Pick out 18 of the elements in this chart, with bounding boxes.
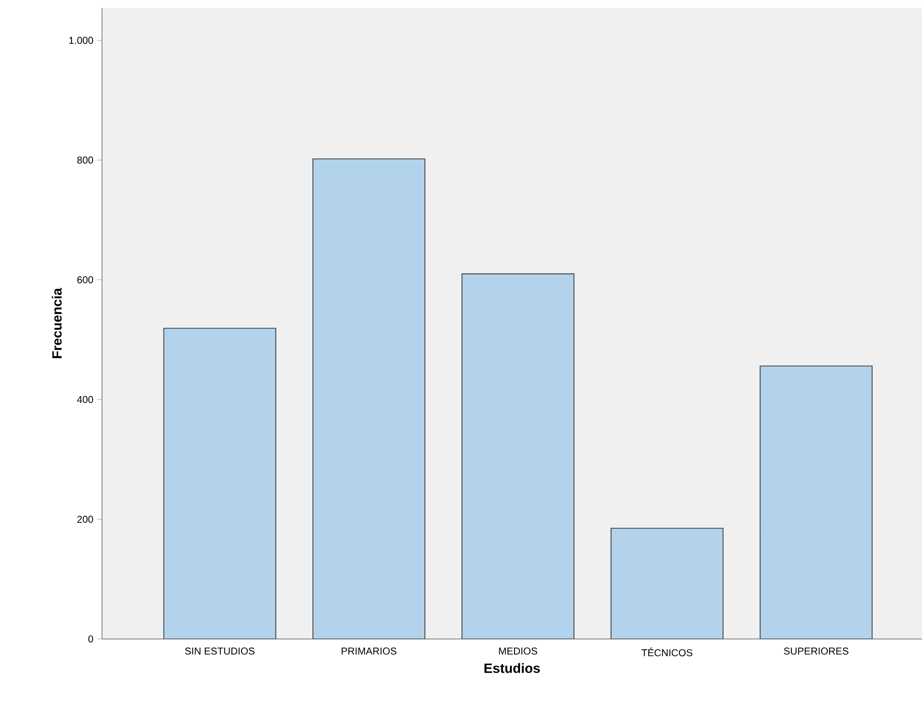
- y-tick-label: 1.000: [69, 36, 94, 44]
- y-axis-title: Frecuencia: [52, 288, 62, 358]
- bar: [462, 273, 574, 639]
- x-tick-label: SIN ESTUDIOS: [185, 648, 254, 655]
- x-tick-label: TÉCNICOS: [642, 648, 692, 656]
- bar: [760, 366, 873, 639]
- y-tick-label: 0: [88, 635, 94, 643]
- y-tick-label: 400: [77, 396, 94, 404]
- y-tick-label: 800: [77, 156, 94, 164]
- bar: [610, 528, 724, 639]
- bar: [312, 158, 426, 639]
- y-tick-label: 600: [77, 276, 94, 284]
- y-tick-label: 200: [77, 516, 94, 523]
- x-tick-label: MEDIOS: [499, 648, 538, 655]
- x-tick-label: SUPERIORES: [784, 648, 848, 655]
- x-tick-label: PRIMARIOS: [342, 648, 396, 655]
- bar: [163, 328, 276, 639]
- x-axis-title: Estudios: [484, 663, 540, 673]
